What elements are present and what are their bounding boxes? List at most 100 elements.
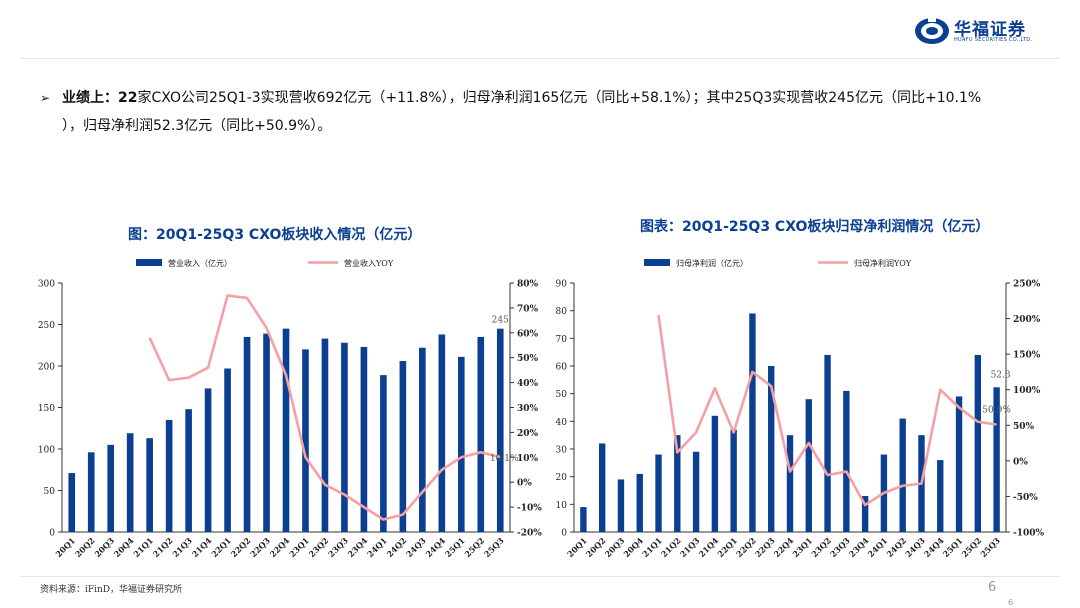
bar: [282, 328, 290, 532]
bar: [824, 354, 831, 532]
x-tick-label: 23Q4: [847, 535, 871, 559]
x-tick-label: 20Q3: [92, 535, 116, 559]
bar: [68, 473, 76, 532]
x-tick-label: 23Q1: [287, 535, 311, 559]
x-tick-label: 21Q3: [678, 535, 702, 559]
bar: [146, 438, 153, 532]
x-tick-label: 21Q3: [170, 535, 194, 559]
source-note: 资料来源：iFinD，华福证券研究所: [40, 585, 183, 595]
y2-tick-label: -20%: [517, 529, 542, 539]
y2-tick-label: 60%: [517, 329, 539, 339]
y2-tick-label: 250%: [1013, 280, 1041, 290]
x-tick-label: 23Q3: [828, 535, 852, 559]
bar: [457, 356, 465, 532]
x-tick-label: 21Q1: [640, 535, 664, 559]
bar: [805, 399, 812, 532]
y-tick-label: 50: [44, 487, 56, 497]
legend-bar-swatch: [136, 259, 162, 266]
bar: [341, 342, 348, 532]
bar: [955, 396, 963, 532]
bar: [749, 313, 756, 532]
x-tick-label: 22Q4: [772, 535, 796, 559]
y-tick-label: 40: [556, 418, 568, 428]
brand-logo: 华福证券 HUAFU SECURITIES CO.,LTD.: [914, 14, 1044, 50]
x-tick-label: 21Q4: [190, 535, 214, 559]
x-tick-label: 20Q2: [584, 535, 608, 559]
bar: [937, 460, 944, 532]
profit-chart-title: 图表：20Q1-25Q3 CXO板块归母净利润情况（亿元）: [640, 219, 990, 235]
x-tick-label: 20Q4: [112, 535, 136, 559]
x-tick-label: 23Q1: [790, 535, 814, 559]
bullet-arrow-icon: ➢: [40, 91, 51, 105]
bar: [224, 368, 231, 532]
legend-line-label: 营业收入YOY: [344, 258, 394, 268]
bar: [861, 496, 869, 532]
y-tick-label: 300: [38, 280, 55, 290]
yoy-line: [657, 314, 997, 507]
y2-tick-label: -10%: [517, 504, 542, 514]
bar: [899, 418, 906, 532]
y-tick-label: 20: [556, 473, 568, 483]
x-tick-label: 23Q4: [346, 535, 370, 559]
x-tick-label: 24Q4: [922, 535, 946, 559]
x-tick-label: 24Q4: [423, 535, 447, 559]
x-tick-label: 22Q4: [268, 535, 292, 559]
bar: [636, 473, 643, 532]
y2-tick-label: -50%: [1013, 493, 1038, 503]
x-tick-label: 21Q4: [696, 535, 720, 559]
x-tick-label: 24Q2: [884, 535, 908, 559]
x-tick-label: 21Q1: [131, 535, 155, 559]
y2-tick-label: -100%: [1013, 529, 1045, 539]
bar: [974, 354, 982, 532]
y2-tick-label: 40%: [517, 379, 539, 389]
y2-tick-label: 200%: [1013, 315, 1041, 325]
bar: [692, 451, 700, 532]
x-tick-label: 24Q1: [365, 535, 389, 559]
bar: [419, 347, 426, 532]
legend-line-label: 归母净利润YOY: [854, 258, 912, 268]
x-tick-label: 20Q1: [565, 535, 589, 559]
x-tick-label: 21Q2: [151, 535, 175, 559]
y-tick-label: 100: [38, 446, 55, 456]
bar: [918, 435, 925, 532]
summary-count: 22: [118, 90, 138, 106]
y-tick-label: 10: [556, 501, 568, 511]
y-tick-label: 0: [561, 529, 567, 539]
x-tick-label: 24Q1: [866, 535, 890, 559]
bar: [165, 419, 173, 532]
bar: [880, 454, 888, 532]
bar: [185, 409, 192, 532]
bar: [730, 429, 737, 532]
x-tick-label: 25Q1: [941, 535, 965, 559]
x-tick-label: 23Q2: [809, 535, 833, 559]
y2-tick-label: 100%: [1013, 386, 1041, 396]
y2-tick-label: 80%: [517, 280, 539, 290]
brand-name: 华福证券: [954, 20, 1026, 40]
y2-tick-label: 30%: [517, 404, 539, 414]
bar: [674, 435, 681, 532]
bar: [360, 346, 368, 532]
x-tick-label: 20Q2: [73, 535, 97, 559]
y2-tick-label: 50%: [517, 354, 539, 364]
y2-tick-label: 10%: [517, 454, 539, 464]
bar: [598, 443, 606, 532]
page-number: 6: [988, 580, 997, 595]
legend-bar-label: 归母净利润（亿元）: [676, 258, 748, 268]
x-tick-label: 23Q3: [326, 535, 350, 559]
y-tick-label: 60: [556, 363, 568, 373]
y-tick-label: 70: [556, 335, 568, 345]
x-tick-label: 20Q1: [53, 535, 77, 559]
brand-emblem-icon: [915, 16, 949, 44]
footer-divider: [20, 576, 1060, 577]
bar: [768, 366, 775, 532]
y2-tick-label: 70%: [517, 304, 539, 314]
x-tick-label: 22Q2: [734, 535, 758, 559]
bar: [786, 435, 794, 532]
bar: [87, 452, 95, 532]
x-tick-label: 20Q4: [621, 535, 645, 559]
summary-bullet: ➢ 业绩上：22家CXO公司25Q1-3实现营收692亿元（+11.8%），归母…: [40, 84, 1060, 140]
y-tick-label: 80: [556, 307, 568, 317]
brand-name-en: HUAFU SECURITIES CO.,LTD.: [954, 37, 1033, 43]
bar: [380, 375, 387, 532]
x-tick-label: 22Q1: [715, 535, 739, 559]
